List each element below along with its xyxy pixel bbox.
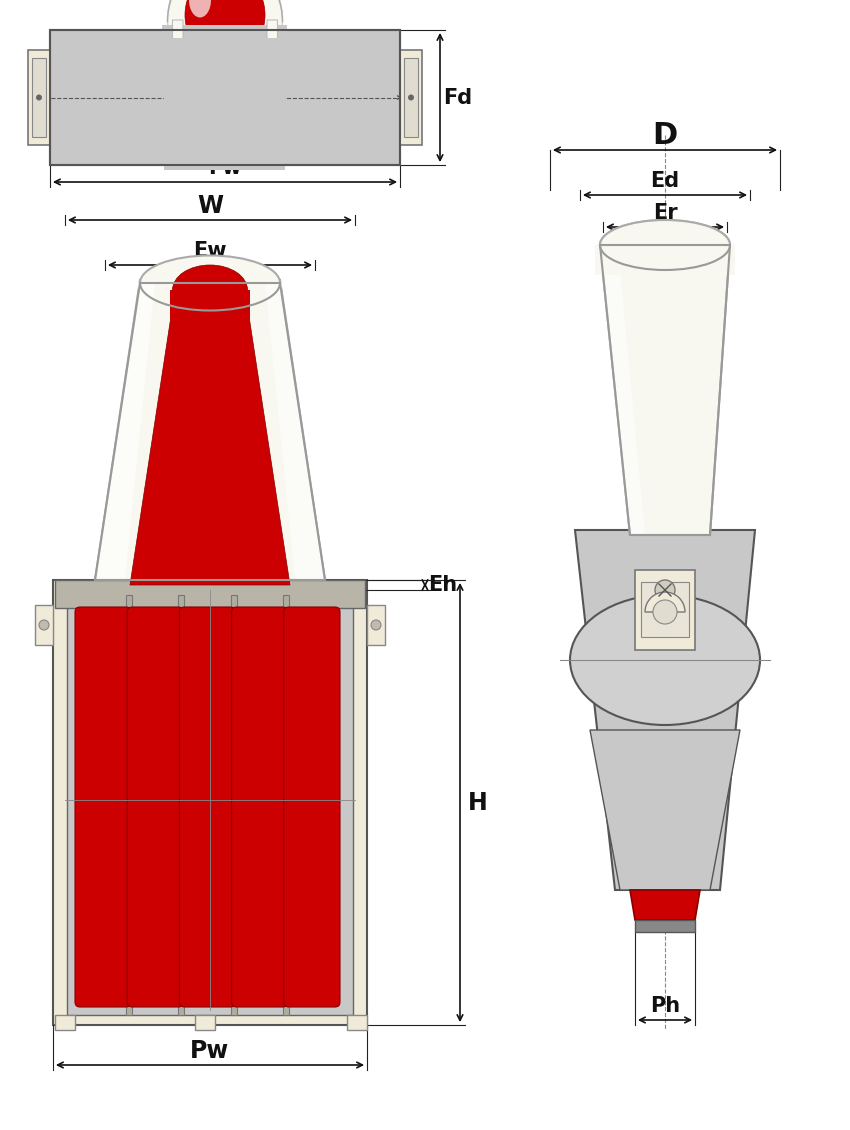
Polygon shape — [635, 570, 695, 650]
Polygon shape — [162, 25, 287, 95]
Polygon shape — [267, 20, 277, 75]
Circle shape — [408, 95, 414, 101]
Ellipse shape — [600, 220, 730, 270]
Text: H: H — [468, 791, 488, 815]
Polygon shape — [178, 596, 184, 1015]
Ellipse shape — [173, 266, 247, 315]
FancyBboxPatch shape — [284, 607, 340, 1007]
Ellipse shape — [140, 255, 280, 311]
Wedge shape — [645, 592, 685, 612]
Ellipse shape — [167, 0, 282, 85]
Text: D: D — [652, 122, 677, 150]
Polygon shape — [95, 282, 155, 580]
Polygon shape — [230, 596, 236, 1015]
Polygon shape — [138, 282, 282, 315]
Circle shape — [36, 95, 42, 101]
Polygon shape — [95, 280, 325, 580]
Polygon shape — [630, 890, 700, 920]
Polygon shape — [641, 582, 689, 637]
Circle shape — [655, 580, 675, 600]
FancyBboxPatch shape — [75, 607, 131, 1007]
Polygon shape — [608, 240, 730, 266]
Polygon shape — [55, 580, 365, 608]
Polygon shape — [173, 20, 183, 75]
Text: Er: Er — [653, 203, 677, 223]
Polygon shape — [195, 1015, 215, 1031]
Polygon shape — [600, 247, 645, 534]
Text: Eh: Eh — [428, 575, 457, 596]
Polygon shape — [170, 290, 250, 320]
Polygon shape — [595, 245, 735, 275]
Text: Pw: Pw — [190, 1038, 230, 1063]
Polygon shape — [404, 58, 418, 137]
FancyBboxPatch shape — [128, 607, 184, 1007]
Text: Fd: Fd — [444, 87, 473, 107]
Text: W: W — [197, 194, 223, 218]
Text: Ed: Ed — [650, 171, 679, 191]
Polygon shape — [600, 245, 730, 534]
FancyBboxPatch shape — [179, 607, 235, 1007]
Polygon shape — [283, 596, 289, 1015]
Circle shape — [39, 620, 49, 631]
Polygon shape — [367, 605, 385, 645]
Polygon shape — [635, 920, 695, 932]
Ellipse shape — [185, 0, 265, 60]
Polygon shape — [590, 730, 740, 890]
FancyBboxPatch shape — [231, 607, 288, 1007]
Ellipse shape — [570, 596, 760, 725]
Polygon shape — [50, 31, 400, 165]
Polygon shape — [130, 290, 290, 585]
Polygon shape — [28, 50, 50, 145]
Polygon shape — [347, 1015, 367, 1031]
Polygon shape — [165, 38, 286, 170]
Circle shape — [653, 600, 677, 624]
Text: Ph: Ph — [650, 996, 680, 1016]
Polygon shape — [595, 245, 735, 275]
Polygon shape — [575, 530, 755, 890]
Polygon shape — [35, 605, 53, 645]
Polygon shape — [126, 596, 133, 1015]
Polygon shape — [67, 592, 353, 1015]
Polygon shape — [32, 58, 46, 137]
Polygon shape — [55, 1015, 75, 1031]
Circle shape — [371, 620, 381, 631]
Polygon shape — [53, 580, 367, 1025]
Text: Fw: Fw — [208, 158, 241, 179]
Polygon shape — [265, 282, 325, 580]
Polygon shape — [400, 50, 422, 145]
Ellipse shape — [189, 0, 211, 17]
Text: Ew: Ew — [193, 241, 227, 261]
Ellipse shape — [600, 220, 730, 270]
